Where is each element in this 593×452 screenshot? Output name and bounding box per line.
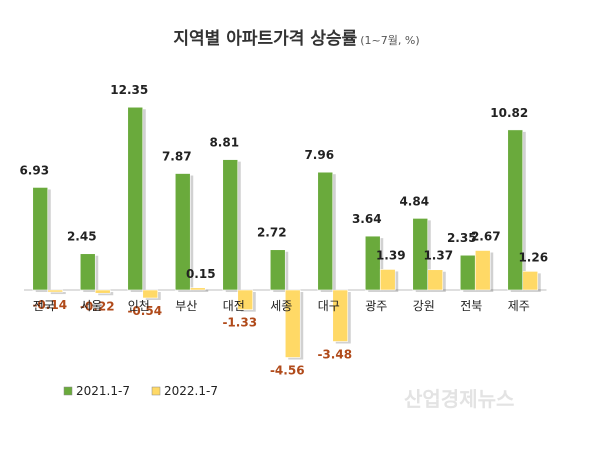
bar-series2-8 <box>427 269 444 291</box>
x-tick-label-6: 대구 <box>318 299 340 313</box>
data-label-2022.1-7-5: -4.56 <box>270 363 305 377</box>
bar-series1-9 <box>459 254 476 291</box>
bar-series2-2 <box>142 289 159 299</box>
bar-shadow-series2-1 <box>98 292 114 296</box>
data-label-2021.1-7-0: 6.93 <box>19 163 49 177</box>
bar-series1-7 <box>364 235 381 291</box>
bar-series1-0 <box>32 187 49 291</box>
bar-series2-0 <box>47 289 64 293</box>
x-tick-label-8: 강원 <box>413 299 435 313</box>
bar-series1-1 <box>79 253 96 291</box>
data-label-2022.1-7-3: 0.15 <box>186 267 216 281</box>
bar-series2-3 <box>189 287 206 291</box>
chart-subtitle: (1~7월, %) <box>360 34 420 47</box>
bar-series1-4 <box>222 159 239 291</box>
x-tick-label-5: 세종 <box>270 299 292 313</box>
data-label-2021.1-7-7: 3.64 <box>352 212 382 226</box>
bar-series1-6 <box>317 171 334 291</box>
bar-series1-5 <box>269 249 286 291</box>
legend-label-0: 2021.1-7 <box>76 384 130 398</box>
chart-title: 지역별 아파트가격 상승률 (1~7월, %) <box>0 24 593 49</box>
bar-series1-10 <box>507 129 524 291</box>
data-label-2022.1-7-6: -3.48 <box>317 348 352 362</box>
bar-series2-10 <box>522 271 539 291</box>
legend-swatch-1 <box>151 386 161 396</box>
bar-series2-1 <box>94 289 111 294</box>
legend-label-1: 2022.1-7 <box>164 384 218 398</box>
x-tick-label-0: 전국 <box>33 299 55 313</box>
bar-series1-8 <box>412 218 429 291</box>
data-label-2022.1-7-1: -0.22 <box>80 299 115 313</box>
data-label-2021.1-7-1: 2.45 <box>67 230 97 244</box>
data-label-2022.1-7-2: -0.54 <box>127 304 162 318</box>
x-tick-label-10: 제주 <box>508 299 530 313</box>
data-label-2022.1-7-9: 2.67 <box>471 229 501 243</box>
x-tick-label-4: 대전 <box>223 299 245 313</box>
watermark-logo: 산업경제뉴스 <box>404 387 515 411</box>
x-tick-label-1: 서울 <box>80 299 102 313</box>
data-label-2022.1-7-8: 1.37 <box>423 249 453 263</box>
legend-swatch-0 <box>63 386 73 396</box>
data-label-2021.1-7-2: 12.35 <box>110 83 148 97</box>
bar-series1-3 <box>174 173 191 291</box>
bar-series2-7 <box>379 269 396 291</box>
data-label-2021.1-7-5: 2.72 <box>257 226 287 240</box>
bar-series2-4 <box>237 289 254 310</box>
data-label-2021.1-7-4: 8.81 <box>209 136 239 150</box>
data-label-2022.1-7-10: 1.26 <box>518 250 548 264</box>
bar-shadow-series2-3 <box>193 289 209 292</box>
bar-series2-5 <box>284 289 301 358</box>
data-label-2021.1-7-9: 2.35 <box>447 231 477 245</box>
data-label-2021.1-7-6: 7.96 <box>304 148 334 162</box>
bar-series2-6 <box>332 289 349 342</box>
chart-title-main: 지역별 아파트가격 상승률 <box>173 29 358 49</box>
data-label-2022.1-7-4: -1.33 <box>222 316 257 330</box>
data-label-2022.1-7-7: 1.39 <box>376 248 406 262</box>
x-tick-label-2: 인천 <box>128 298 150 313</box>
bar-shadow-series2-0 <box>50 292 66 295</box>
data-label-2021.1-7-10: 10.82 <box>490 106 528 120</box>
bar-series1-2 <box>127 106 144 291</box>
data-label-2022.1-7-0: -0.14 <box>32 298 67 312</box>
bar-series2-9 <box>474 250 491 291</box>
x-tick-label-9: 전북 <box>460 299 482 313</box>
data-label-2021.1-7-8: 4.84 <box>399 194 429 208</box>
data-label-2021.1-7-3: 7.87 <box>162 150 192 164</box>
x-tick-label-7: 광주 <box>365 299 387 313</box>
x-tick-label-3: 부산 <box>175 299 197 313</box>
